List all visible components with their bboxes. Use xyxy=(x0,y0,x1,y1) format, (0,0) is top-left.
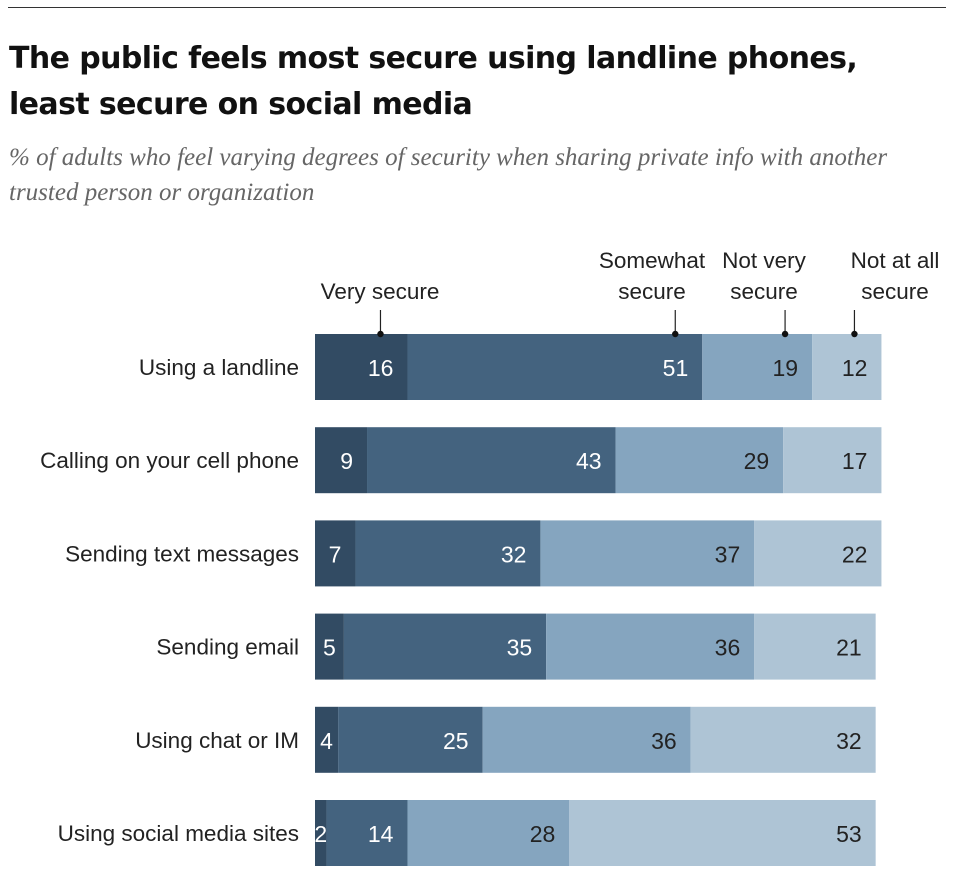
value-label-very-secure-sending-email: 5 xyxy=(323,635,336,661)
value-label-not-very-secure-using-a-landline: 19 xyxy=(772,355,798,381)
value-label-very-secure-sending-text-messages: 7 xyxy=(329,541,342,567)
bar-segment-not-very-secure-using-social-media-sites xyxy=(407,800,570,866)
bar-segment-somewhat-secure-using-chat-or-im xyxy=(338,706,483,773)
legend-label-not-very-secure-line-1: Not very xyxy=(722,248,807,273)
bar-segment-not-at-all-secure-sending-text-messages xyxy=(754,520,882,587)
value-label-not-at-all-secure-sending-email: 21 xyxy=(836,635,862,661)
bar-segment-not-very-secure-using-a-landline xyxy=(702,334,813,400)
bar-segment-not-at-all-secure-sending-email xyxy=(754,613,876,680)
value-label-not-very-secure-sending-email: 36 xyxy=(715,635,741,661)
bar-segment-not-very-secure-calling-on-your-cell-phone xyxy=(615,427,784,494)
legend-label-somewhat-secure-line-2: secure xyxy=(618,279,686,304)
category-label-sending-email: Sending email xyxy=(156,635,299,660)
bar-segment-somewhat-secure-using-social-media-sites xyxy=(326,800,408,866)
bar-segment-somewhat-secure-calling-on-your-cell-phone xyxy=(367,427,616,494)
value-label-very-secure-using-chat-or-im: 4 xyxy=(320,728,333,754)
value-label-somewhat-secure-sending-text-messages: 32 xyxy=(501,541,527,567)
legend-leader-dot-somewhat-secure xyxy=(672,330,679,338)
legend-leader-dot-not-at-all-secure xyxy=(851,330,858,338)
value-label-somewhat-secure-calling-on-your-cell-phone: 43 xyxy=(576,448,602,474)
value-label-very-secure-using-a-landline: 16 xyxy=(368,355,394,381)
category-label-calling-on-your-cell-phone: Calling on your cell phone xyxy=(40,448,299,473)
legend-label-not-very-secure-line-2: secure xyxy=(730,279,798,304)
bar-segment-very-secure-sending-email xyxy=(315,613,344,680)
bar-segment-very-secure-using-social-media-sites xyxy=(315,800,327,866)
value-label-not-at-all-secure-sending-text-messages: 22 xyxy=(842,541,868,567)
top-rule xyxy=(8,7,946,8)
value-label-not-at-all-secure-using-social-media-sites: 53 xyxy=(836,821,862,847)
category-label-using-a-landline: Using a landline xyxy=(139,355,299,380)
bar-segment-very-secure-using-a-landline xyxy=(315,334,408,400)
value-label-somewhat-secure-using-social-media-sites: 14 xyxy=(368,821,394,847)
value-label-not-at-all-secure-using-chat-or-im: 32 xyxy=(836,728,862,754)
category-label-using-chat-or-im: Using chat or IM xyxy=(135,728,299,753)
legend-label-not-at-all-secure-line-2: secure xyxy=(861,279,929,304)
value-label-not-at-all-secure-calling-on-your-cell-phone: 17 xyxy=(842,448,868,474)
legend-label-somewhat-secure-line-1: Somewhat xyxy=(599,248,706,273)
bar-segment-not-very-secure-sending-email xyxy=(546,613,755,680)
value-label-somewhat-secure-using-chat-or-im: 25 xyxy=(443,728,469,754)
bar-segment-somewhat-secure-sending-text-messages xyxy=(355,520,541,587)
bar-segment-very-secure-sending-text-messages xyxy=(315,520,356,587)
value-label-not-very-secure-calling-on-your-cell-phone: 29 xyxy=(744,448,770,474)
legend-leader-dot-very-secure xyxy=(377,330,384,338)
value-label-somewhat-secure-using-a-landline: 51 xyxy=(663,355,689,381)
legend-label-not-at-all-secure-line-1: Not at all xyxy=(851,248,940,273)
legend-label-very-secure: Very secure xyxy=(321,279,440,304)
bar-segment-not-at-all-secure-using-a-landline xyxy=(812,334,882,400)
value-label-very-secure-calling-on-your-cell-phone: 9 xyxy=(340,448,353,474)
bar-segment-very-secure-using-chat-or-im xyxy=(315,706,339,773)
bar-segment-not-at-all-secure-calling-on-your-cell-phone xyxy=(783,427,882,494)
value-label-somewhat-secure-sending-email: 35 xyxy=(507,635,533,661)
value-label-not-very-secure-sending-text-messages: 37 xyxy=(715,541,741,567)
category-label-sending-text-messages: Sending text messages xyxy=(65,541,299,566)
legend-leader-dot-not-very-secure xyxy=(781,330,789,338)
bar-segment-not-at-all-secure-using-social-media-sites xyxy=(569,800,876,866)
chart-subtitle: % of adults who feel varying degrees of … xyxy=(9,144,888,206)
bar-segment-not-very-secure-using-chat-or-im xyxy=(482,706,691,773)
value-label-not-very-secure-using-chat-or-im: 36 xyxy=(651,728,677,754)
bar-segment-not-at-all-secure-using-chat-or-im xyxy=(690,706,876,773)
bar-segment-very-secure-calling-on-your-cell-phone xyxy=(315,427,368,494)
bar-segment-somewhat-secure-sending-email xyxy=(343,613,547,680)
chart-title: The public feels most secure using landl… xyxy=(9,41,858,122)
bar-segment-not-very-secure-sending-text-messages xyxy=(540,520,755,587)
value-label-not-at-all-secure-using-a-landline: 12 xyxy=(842,355,868,381)
value-label-very-secure-using-social-media-sites: 2 xyxy=(314,821,327,847)
category-label-using-social-media-sites: Using social media sites xyxy=(58,821,299,846)
bar-segment-somewhat-secure-using-a-landline xyxy=(407,334,703,400)
value-label-not-very-secure-using-social-media-sites: 28 xyxy=(530,821,556,847)
